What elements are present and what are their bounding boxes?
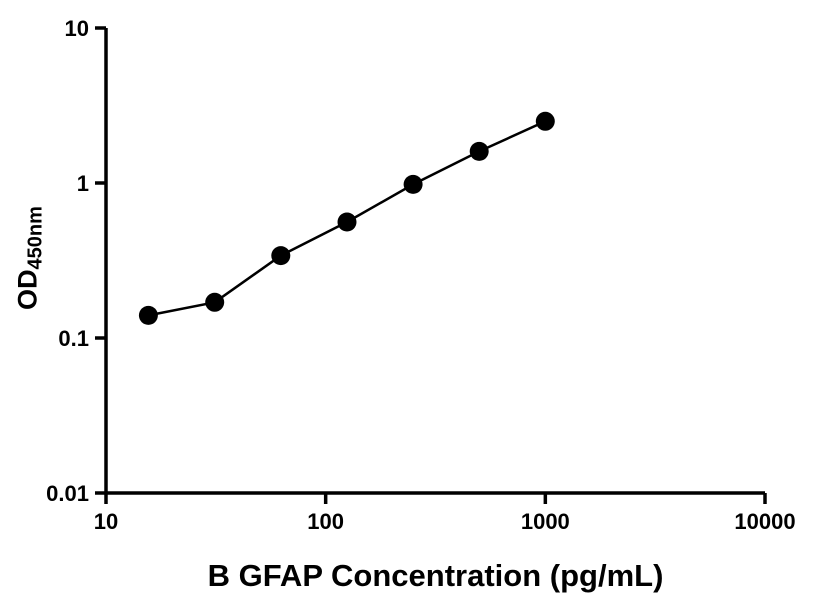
y-axis-label-main: OD [12,269,43,310]
x-tick-label: 1000 [521,509,570,534]
x-tick-label: 100 [307,509,344,534]
x-tick-label: 10 [94,509,118,534]
data-point [535,111,555,131]
y-tick-label: 10 [65,16,89,41]
y-tick-label: 1 [77,171,89,196]
y-axis-label-subscript: 450nm [24,206,47,270]
y-tick-label: 0.01 [46,481,89,506]
y-axis-label: OD450nm [13,206,48,310]
data-point [403,174,423,194]
data-point [337,212,357,232]
y-tick-label: 0.1 [58,326,89,351]
data-point [469,141,489,161]
data-point [138,305,158,325]
axes-line [104,28,765,495]
data-point [271,246,291,266]
x-tick-label: 10000 [734,509,795,534]
x-axis-label: B GFAP Concentration (pg/mL) [207,558,664,593]
data-point [205,292,225,312]
